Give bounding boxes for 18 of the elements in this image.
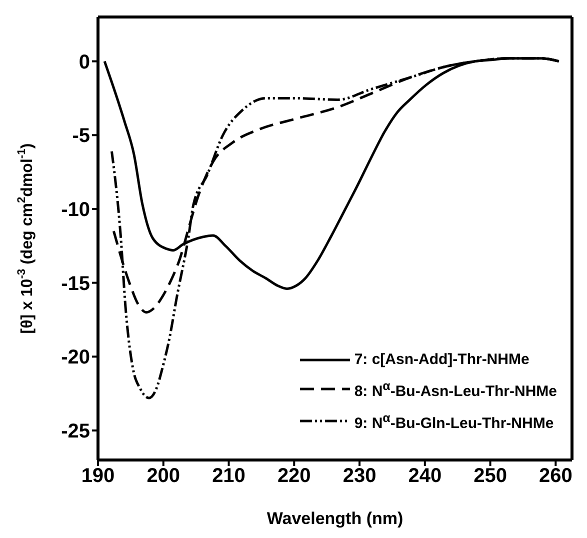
y-tick-label: 0 [78, 51, 90, 74]
x-tick-label: 250 [474, 465, 507, 488]
legend-label: 8: N$^{α}$-Bu-Asn-Leu-Thr-NHMe [354, 378, 557, 402]
legend-label: 7: c[Asn-Add]-Thr-NHMe [354, 350, 530, 370]
x-tick-label: 260 [538, 465, 572, 488]
x-tick-label: 190 [81, 465, 115, 488]
y-tick-label: -5 [72, 125, 90, 148]
y-tick-label: -25 [61, 420, 90, 443]
x-tick-label: 200 [146, 465, 180, 488]
y-tick-label: -20 [61, 346, 90, 369]
x-tick-label: 230 [342, 465, 376, 488]
x-tick-label: 210 [212, 465, 246, 488]
x-tick-label: 240 [408, 465, 442, 488]
x-tick-label: 220 [277, 465, 311, 488]
legend-label: 9: N$^{α}$-Bu-Gln-Leu-Thr-NHMe [354, 410, 554, 434]
x-axis-title: Wavelength (nm) [266, 509, 404, 528]
y-tick-label: -15 [61, 272, 90, 295]
y-tick-label: -10 [61, 199, 90, 222]
